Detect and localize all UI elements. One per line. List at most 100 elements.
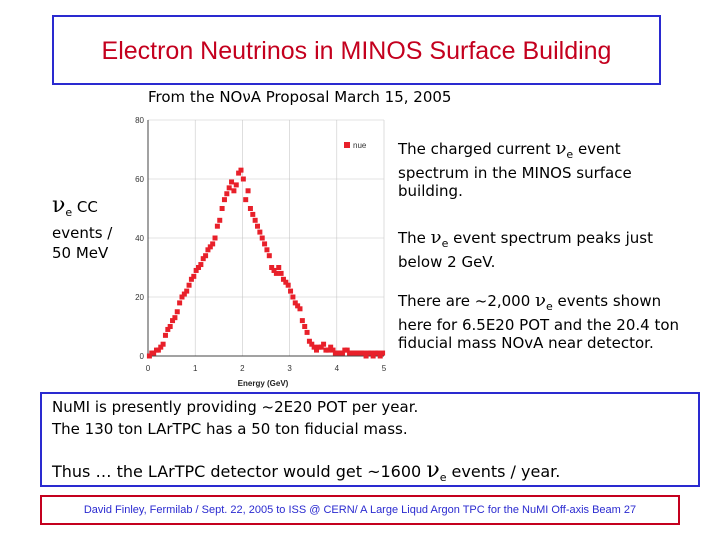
data-point bbox=[240, 176, 246, 182]
data-point bbox=[250, 211, 256, 217]
legend-label: nue bbox=[353, 141, 367, 150]
data-point bbox=[255, 223, 261, 229]
data-point bbox=[259, 235, 265, 241]
x-tick-label: 5 bbox=[382, 364, 387, 373]
data-point bbox=[318, 344, 324, 350]
data-point bbox=[330, 347, 336, 353]
data-point bbox=[179, 294, 185, 300]
data-point bbox=[146, 353, 152, 359]
data-point bbox=[252, 217, 258, 223]
summary-line-3-text-a: Thus … the LArTPC detector would get ~16… bbox=[52, 462, 427, 481]
y-label-cc: CC bbox=[72, 198, 98, 216]
nu-subscript: e bbox=[546, 300, 553, 313]
summary-line-3-text-b: events / year. bbox=[446, 462, 561, 481]
data-point bbox=[207, 244, 213, 250]
data-point bbox=[273, 270, 279, 276]
summary-line-1: NuMI is presently providing ~2E20 POT pe… bbox=[52, 398, 419, 416]
description-1-text-b: event spectrum in the MINOS surface buil… bbox=[398, 140, 632, 200]
data-point bbox=[165, 326, 171, 332]
data-point bbox=[170, 318, 176, 324]
x-tick-label: 1 bbox=[193, 364, 198, 373]
data-point bbox=[285, 282, 291, 288]
nu-symbol: ν bbox=[430, 227, 442, 248]
data-point bbox=[203, 253, 209, 259]
data-point bbox=[328, 344, 334, 350]
title-box: Electron Neutrinos in MINOS Surface Buil… bbox=[52, 15, 661, 85]
summary-line-3: Thus … the LArTPC detector would get ~16… bbox=[52, 458, 560, 484]
data-point bbox=[196, 265, 202, 270]
data-point bbox=[236, 170, 242, 176]
data-point bbox=[297, 306, 303, 312]
x-tick-label: 2 bbox=[240, 364, 245, 373]
data-point bbox=[193, 267, 199, 273]
data-point bbox=[361, 350, 367, 356]
description-2-text-a: The bbox=[398, 229, 431, 247]
data-point bbox=[276, 265, 282, 270]
data-point bbox=[226, 185, 232, 191]
data-point bbox=[151, 350, 157, 356]
data-point bbox=[188, 276, 194, 282]
summary-line-2: The 130 ton LArTPC has a 50 ton fiducial… bbox=[52, 420, 408, 438]
description-3-text-b: events shown here for 6.5E20 POT and the… bbox=[398, 292, 680, 352]
data-point bbox=[229, 179, 235, 185]
y-label-line3: 50 MeV bbox=[52, 244, 109, 262]
data-point bbox=[380, 350, 386, 356]
y-label-line1: νe CC bbox=[52, 193, 142, 223]
data-point bbox=[221, 197, 227, 203]
nu-subscript: e bbox=[439, 471, 447, 484]
data-point bbox=[339, 350, 345, 356]
y-tick-label: 40 bbox=[135, 234, 144, 243]
data-point bbox=[321, 341, 327, 347]
data-point bbox=[181, 291, 187, 297]
data-point bbox=[212, 235, 218, 241]
data-point bbox=[247, 206, 253, 211]
data-point bbox=[325, 347, 331, 353]
data-point bbox=[280, 276, 286, 282]
data-point bbox=[177, 300, 183, 306]
footer-box: David Finley, Fermilab / Sept. 22, 2005 … bbox=[40, 495, 680, 525]
x-tick-label: 0 bbox=[146, 364, 151, 373]
data-point bbox=[257, 229, 263, 235]
data-point bbox=[370, 353, 376, 359]
data-point bbox=[283, 279, 289, 285]
data-point bbox=[292, 300, 298, 306]
data-point bbox=[174, 309, 180, 315]
x-axis-label: Energy (GeV) bbox=[238, 379, 289, 388]
data-point bbox=[306, 338, 312, 344]
nu-symbol: ν bbox=[555, 138, 567, 159]
data-point bbox=[231, 188, 237, 194]
description-3-text-a: There are ~2,000 bbox=[398, 292, 536, 310]
data-point bbox=[288, 288, 294, 294]
data-point bbox=[224, 191, 230, 197]
y-label-line2: events / bbox=[52, 224, 113, 242]
data-point bbox=[363, 353, 369, 359]
data-point bbox=[262, 241, 268, 247]
data-point bbox=[162, 332, 168, 338]
y-tick-label: 20 bbox=[135, 293, 144, 302]
description-2-text-b: event spectrum peaks just below 2 GeV. bbox=[398, 229, 653, 271]
nu-symbol: ν bbox=[52, 193, 66, 218]
description-2: The νe event spectrum peaks just below 2… bbox=[398, 227, 688, 272]
data-point bbox=[214, 223, 220, 229]
data-point bbox=[198, 262, 204, 268]
data-point bbox=[160, 341, 166, 347]
data-point bbox=[266, 253, 272, 259]
description-1: The charged current νe event spectrum in… bbox=[398, 138, 688, 201]
nu-symbol: ν bbox=[535, 290, 546, 311]
x-tick-label: 3 bbox=[287, 364, 292, 373]
y-tick-label: 60 bbox=[135, 175, 144, 184]
data-point bbox=[172, 315, 178, 321]
data-point bbox=[158, 344, 164, 350]
slide-subtitle: From the NOνA Proposal March 15, 2005 bbox=[148, 88, 452, 106]
data-point bbox=[219, 206, 225, 211]
data-point bbox=[205, 247, 211, 253]
energy-spectrum-chart: 0 1 2 3 4 5 0 20 40 60 80 Energy (GeV) nue bbox=[135, 116, 387, 388]
description-3: There are ~2,000 νe events shown here fo… bbox=[398, 290, 688, 353]
data-point bbox=[217, 217, 223, 223]
data-point bbox=[184, 288, 190, 294]
data-point bbox=[299, 318, 305, 324]
data-point bbox=[314, 347, 320, 353]
data-point bbox=[344, 347, 350, 353]
y-tick-label: 0 bbox=[140, 352, 145, 361]
data-point bbox=[155, 347, 161, 353]
